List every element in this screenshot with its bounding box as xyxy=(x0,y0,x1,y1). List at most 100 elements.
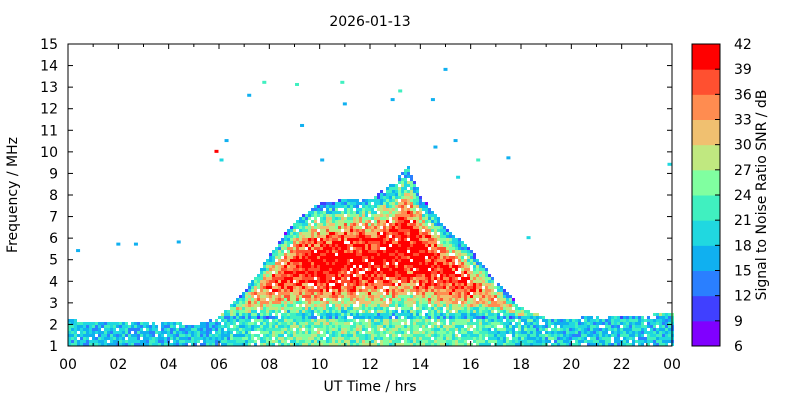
heatmap-cell xyxy=(344,307,347,310)
heatmap-cell xyxy=(296,325,299,328)
heatmap-cell xyxy=(365,316,368,319)
heatmap-cell xyxy=(392,334,395,337)
heatmap-cell xyxy=(428,289,431,292)
heatmap-cell xyxy=(326,268,329,271)
heatmap-cell xyxy=(320,277,323,280)
heatmap-cell xyxy=(284,268,287,271)
heatmap-cell xyxy=(254,304,257,307)
heatmap-cell xyxy=(440,238,443,241)
heatmap-cell xyxy=(518,310,521,313)
heatmap-cell xyxy=(485,310,488,313)
heatmap-cell xyxy=(275,262,278,265)
heatmap-cell xyxy=(524,313,527,316)
heatmap-cell xyxy=(386,193,389,196)
heatmap-cell xyxy=(182,340,185,343)
heatmap-cell xyxy=(425,328,428,331)
heatmap-cell xyxy=(338,205,341,208)
heatmap-cell xyxy=(353,217,356,220)
heatmap-cell xyxy=(413,334,416,337)
heatmap-cell xyxy=(317,256,320,259)
heatmap-cell xyxy=(260,271,263,274)
heatmap-cell xyxy=(407,256,410,259)
heatmap-cell xyxy=(605,331,608,334)
heatmap-cell xyxy=(374,325,377,328)
heatmap-cell xyxy=(401,217,404,220)
heatmap-cell xyxy=(431,256,434,259)
heatmap-cell xyxy=(599,343,602,346)
heatmap-cell xyxy=(491,337,494,340)
heatmap-cell xyxy=(437,226,440,229)
heatmap-cell xyxy=(479,310,482,313)
heatmap-cell xyxy=(284,319,287,322)
heatmap-cell xyxy=(479,268,482,271)
heatmap-cell xyxy=(434,274,437,277)
heatmap-cell xyxy=(593,322,596,325)
heatmap-cell xyxy=(326,211,329,214)
heatmap-cell xyxy=(467,250,470,253)
heatmap-cell xyxy=(410,280,413,283)
heatmap-cell xyxy=(125,334,128,337)
heatmap-cell xyxy=(296,268,299,271)
heatmap-cell xyxy=(272,259,275,262)
heatmap-cell xyxy=(356,277,359,280)
heatmap-cell xyxy=(182,328,185,331)
heatmap-cell xyxy=(320,256,323,259)
heatmap-cell xyxy=(404,319,407,322)
heatmap-cell xyxy=(395,271,398,274)
heatmap-cell xyxy=(308,304,311,307)
heatmap-cell xyxy=(548,340,551,343)
heatmap-cell xyxy=(416,199,419,202)
heatmap-cell xyxy=(446,325,449,328)
heatmap-cell xyxy=(341,295,344,298)
heatmap-cell xyxy=(95,325,98,328)
heatmap-cell xyxy=(242,325,245,328)
heatmap-cell xyxy=(332,202,335,205)
heatmap-cell xyxy=(350,223,353,226)
heatmap-cell xyxy=(545,328,548,331)
heatmap-cell xyxy=(275,280,278,283)
heatmap-cell xyxy=(608,322,611,325)
heatmap-cell xyxy=(278,325,281,328)
heatmap-cell xyxy=(254,319,257,322)
heatmap-cell xyxy=(434,217,437,220)
heatmap-cell xyxy=(269,310,272,313)
heatmap-cell xyxy=(425,205,428,208)
heatmap-cell xyxy=(443,268,446,271)
heatmap-cell xyxy=(458,319,461,322)
heatmap-cell xyxy=(356,220,359,223)
heatmap-cell xyxy=(278,319,281,322)
heatmap-cell xyxy=(302,217,305,220)
heatmap-cell xyxy=(434,235,437,238)
heatmap-cell xyxy=(218,325,221,328)
heatmap-cell xyxy=(395,280,398,283)
heatmap-cell xyxy=(311,208,314,211)
heatmap-cell xyxy=(461,295,464,298)
heatmap-cell xyxy=(203,343,206,346)
heatmap-cell xyxy=(656,319,659,322)
heatmap-cell xyxy=(491,283,494,286)
heatmap-cell xyxy=(620,334,623,337)
heatmap-cell xyxy=(401,208,404,211)
heatmap-cell xyxy=(245,310,248,313)
heatmap-cell xyxy=(593,331,596,334)
heatmap-cell xyxy=(314,253,317,256)
heatmap-cell xyxy=(428,334,431,337)
heatmap-cell xyxy=(494,301,497,304)
heatmap-cell xyxy=(266,259,269,262)
heatmap-cell xyxy=(539,316,542,319)
heatmap-cell xyxy=(539,331,542,334)
heatmap-cell xyxy=(392,211,395,214)
heatmap-cell xyxy=(506,310,509,313)
heatmap-cell xyxy=(623,319,626,322)
heatmap-cell xyxy=(416,331,419,334)
heatmap-cell xyxy=(317,298,320,301)
heatmap-cell xyxy=(287,229,290,232)
heatmap-cell xyxy=(374,205,377,208)
heatmap-cell xyxy=(395,322,398,325)
heatmap-cell xyxy=(323,277,326,280)
heatmap-cell xyxy=(509,319,512,322)
heatmap-cell xyxy=(509,340,512,343)
heatmap-cell xyxy=(386,247,389,250)
heatmap-cell xyxy=(272,289,275,292)
